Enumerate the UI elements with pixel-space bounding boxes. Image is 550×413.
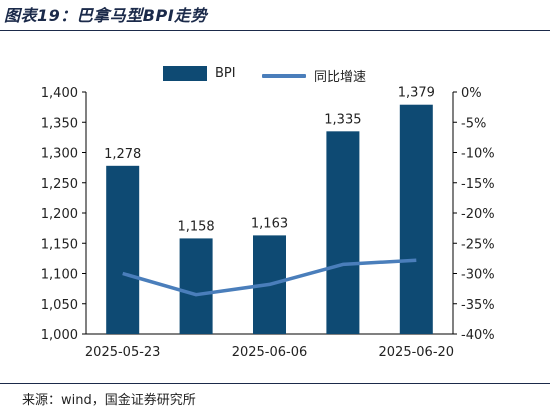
legend-label-yoy: 同比增速 (314, 70, 367, 85)
title-rule (0, 30, 550, 31)
y-right-tick-label: -5% (461, 116, 486, 131)
x-tick-label: 2025-06-20 (379, 345, 455, 360)
data-label-bpi: 1,379 (398, 86, 435, 101)
source-note: 来源：wind，国金证券研究所 (22, 393, 196, 408)
data-label-bpi: 1,335 (324, 112, 361, 127)
legend-swatch-yoy (262, 73, 306, 78)
y-left-tick-label: 1,300 (41, 147, 78, 162)
y-right-tick-label: -10% (461, 147, 495, 162)
y-left-tick-label: 1,150 (41, 237, 78, 252)
bar-bpi (399, 104, 433, 334)
y-left-tick-label: 1,100 (41, 268, 78, 283)
y-left-tick-label: 1,200 (41, 207, 78, 222)
legend-swatch-bpi (163, 66, 207, 81)
data-label-bpi: 1,163 (251, 216, 288, 231)
y-left-tick-label: 1,400 (41, 86, 78, 101)
figure-title: 图表19：巴拿马型BPI走势 (4, 6, 208, 25)
legend-item-yoy: 同比增速 (262, 66, 366, 85)
data-label-bpi: 1,278 (104, 147, 141, 162)
y-right-tick-label: 0% (461, 86, 482, 101)
y-left-tick-label: 1,050 (41, 298, 78, 313)
y-right-tick-label: -35% (461, 298, 495, 313)
x-tick-label: 2025-05-23 (85, 345, 161, 360)
bar-bpi (326, 131, 360, 334)
y-left-tick-label: 1,350 (41, 116, 78, 131)
line-yoy-growth (122, 258, 417, 297)
chart-legend: BPI 同比增速 (0, 66, 550, 86)
y-left-tick-label: 1,250 (41, 177, 78, 192)
x-tick-label: 2025-06-06 (232, 345, 308, 360)
y-left-tick-label: 1,000 (41, 328, 78, 343)
bar-bpi (106, 165, 140, 334)
data-label-bpi: 1,158 (177, 219, 214, 234)
legend-item-bpi: BPI (163, 66, 236, 81)
y-right-tick-label: -15% (461, 177, 495, 192)
legend-label-bpi: BPI (215, 66, 236, 81)
y-right-tick-label: -20% (461, 207, 495, 222)
bar-bpi (179, 238, 213, 334)
y-right-tick-label: -25% (461, 237, 495, 252)
y-right-tick-label: -30% (461, 268, 495, 283)
y-right-tick-label: -40% (461, 328, 495, 343)
source-rule (0, 383, 550, 384)
